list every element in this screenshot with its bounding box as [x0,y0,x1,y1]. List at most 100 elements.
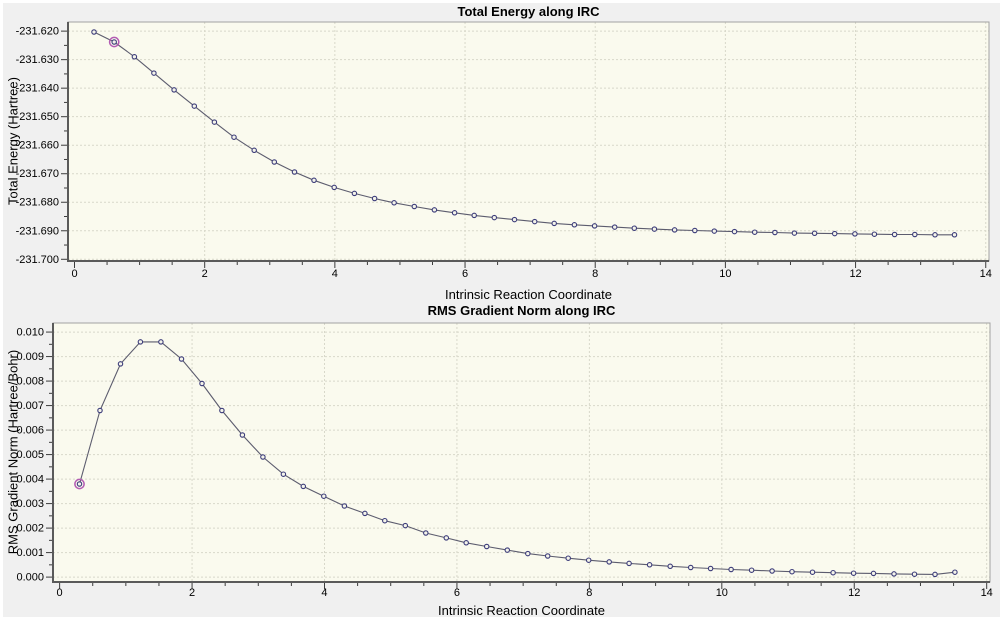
data-point[interactable] [511,216,518,223]
data-point[interactable] [423,530,429,536]
data-point[interactable] [431,207,438,213]
data-point[interactable] [300,483,307,490]
x-tick-label: 4 [321,587,327,599]
data-point[interactable] [251,147,257,154]
data-point[interactable] [769,568,775,574]
data-point[interactable] [831,230,838,237]
data-point[interactable] [382,517,388,524]
data-point[interactable] [491,214,498,221]
data-point[interactable] [158,339,164,345]
data-point[interactable] [191,103,198,109]
data-point[interactable] [443,535,450,541]
data-point[interactable] [239,432,246,438]
data-point[interactable] [830,569,836,576]
y-tick-label: 0.007 [16,400,44,412]
y-tick-label: 0.003 [16,498,44,510]
data-point[interactable] [809,569,816,575]
data-point[interactable] [687,564,694,571]
data-point[interactable] [932,232,938,238]
data-point[interactable] [626,560,632,567]
data-point[interactable] [260,454,266,460]
data-point[interactable] [791,230,798,236]
data-point[interactable] [748,567,755,573]
data-point[interactable] [504,547,511,553]
data-point[interactable] [891,231,898,238]
data-point[interactable] [852,231,858,237]
data-point[interactable] [611,224,618,230]
data-point[interactable] [731,228,738,235]
data-point[interactable] [111,39,117,45]
data-point[interactable] [131,54,138,60]
data-point[interactable] [932,571,938,578]
data-point[interactable] [341,503,348,509]
data-point[interactable] [291,169,298,175]
data-point[interactable] [219,407,225,414]
data-point[interactable] [199,380,205,387]
data-point[interactable] [951,232,958,238]
data-point[interactable] [891,571,897,577]
data-point[interactable] [211,119,218,125]
data-point[interactable] [671,227,678,233]
x-tick-label: 0 [71,268,77,280]
data-point[interactable] [651,226,658,232]
data-point[interactable] [772,229,778,236]
data-point[interactable] [402,522,409,529]
data-point[interactable] [137,339,144,345]
data-point[interactable] [606,559,612,565]
data-point[interactable] [551,220,557,227]
data-point[interactable] [271,159,278,165]
data-point[interactable] [850,570,857,576]
data-point[interactable] [911,571,918,577]
data-point[interactable] [321,493,327,499]
data-point[interactable] [311,177,317,184]
data-point[interactable] [351,190,358,197]
data-point[interactable] [151,70,157,76]
data-point[interactable] [585,557,592,563]
data-point[interactable] [483,543,490,550]
data-point[interactable] [171,87,177,93]
energy-chart-title: Total Energy along IRC [457,4,600,19]
data-point[interactable] [631,225,638,231]
data-point[interactable] [571,222,578,228]
data-point[interactable] [565,555,571,561]
data-point[interactable] [531,218,538,225]
y-tick-label: 0.000 [16,572,44,584]
data-point[interactable] [870,570,877,577]
x-tick-label: 2 [202,268,208,280]
data-point[interactable] [117,361,124,367]
data-point[interactable] [646,562,653,568]
data-point[interactable] [471,212,477,219]
data-point[interactable] [728,566,734,573]
data-point[interactable] [362,510,368,517]
data-point[interactable] [789,568,795,575]
data-point[interactable] [371,195,378,202]
x-tick-label: 6 [462,268,468,280]
data-point[interactable] [525,550,531,557]
data-point[interactable] [331,184,337,191]
data-point[interactable] [178,356,185,362]
data-point[interactable] [692,227,698,234]
data-point[interactable] [751,229,758,235]
data-point[interactable] [912,231,918,238]
x-tick-label: 12 [848,587,860,599]
x-tick-label: 14 [981,587,993,599]
data-point[interactable] [91,29,97,35]
data-point[interactable] [544,553,551,559]
data-point[interactable] [952,569,958,575]
data-point[interactable] [391,200,397,206]
data-point[interactable] [707,565,714,572]
data-point[interactable] [231,134,237,140]
data-point[interactable] [97,407,103,414]
data-point[interactable] [711,228,718,234]
data-point[interactable] [591,223,598,229]
data-point[interactable] [463,540,469,546]
data-point[interactable] [411,203,418,210]
data-point[interactable] [76,481,83,487]
data-point[interactable] [811,230,818,237]
data-point[interactable] [871,231,878,237]
x-tick-label: 2 [189,587,195,599]
data-point[interactable] [451,210,458,216]
data-point[interactable] [280,471,287,477]
data-point[interactable] [667,563,673,570]
